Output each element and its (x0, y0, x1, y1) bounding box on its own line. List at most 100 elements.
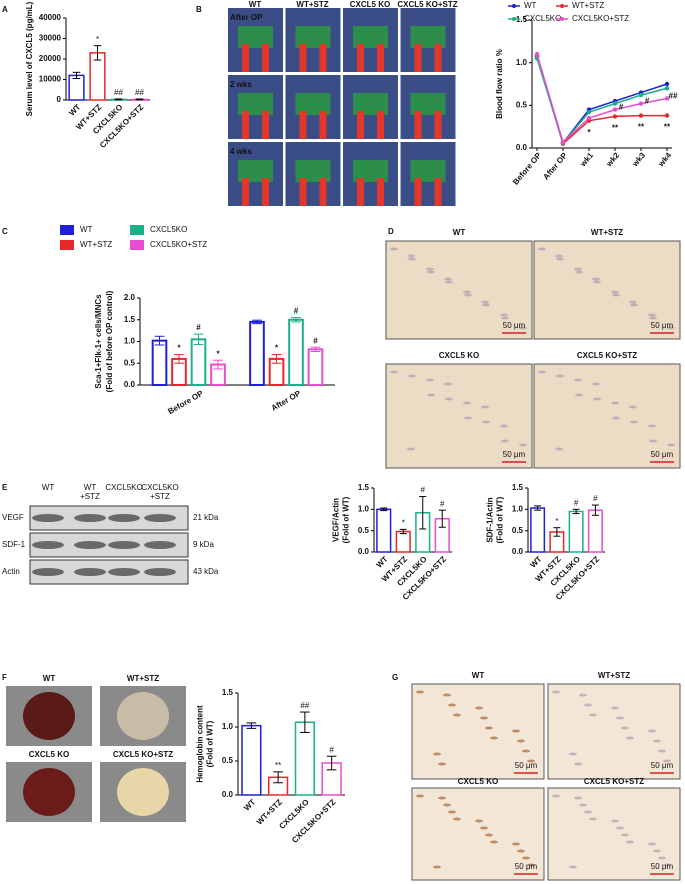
cell (612, 293, 620, 297)
cell (555, 254, 563, 258)
image-column-label: WT+STZ (296, 0, 328, 9)
bar (288, 318, 304, 386)
y-tick-label: 1.0 (222, 722, 234, 731)
photo-label: CXCL5 KO (29, 750, 69, 759)
cell (427, 270, 435, 274)
cell (464, 416, 472, 420)
perfusion-leg (319, 44, 327, 72)
x-tick-label: wk4 (656, 150, 674, 169)
protein-label: Actin (2, 567, 20, 576)
error-bar (572, 508, 580, 515)
panel-letter: A (2, 5, 8, 14)
y-tick-label: 0.5 (358, 526, 370, 535)
cell (574, 796, 582, 800)
photo-label: WT+STZ (127, 674, 159, 683)
scale-bar-label: 50 μm (503, 321, 526, 330)
scale-bar-label: 50 μm (515, 761, 538, 770)
y-axis-label: (Fold of before OP control) (105, 290, 114, 392)
cell (443, 803, 451, 807)
panel-letter: E (2, 483, 8, 492)
cell (453, 713, 461, 717)
lane-label: CXCL5KO (105, 483, 142, 492)
x-tick-label: WT (374, 554, 389, 569)
y-axis-label: (Fold of WT) (496, 496, 505, 543)
legend-label: CXCL5KO (524, 14, 561, 23)
cell (463, 290, 471, 294)
legend-marker (560, 17, 564, 21)
perfusion-leg (357, 111, 364, 139)
y-tick-label: 10000 (39, 75, 62, 84)
cell (500, 313, 508, 317)
scale-bar-label: 50 μm (651, 761, 674, 770)
perfusion-leg (377, 178, 384, 206)
significance: ** (664, 123, 671, 132)
cell (501, 316, 509, 320)
muscle-specimen (117, 768, 169, 816)
significance: # (440, 499, 445, 508)
cell (485, 726, 493, 730)
perfusion-body (410, 26, 446, 48)
x-tick-label: After OP (270, 388, 303, 412)
legend-label: WT (524, 1, 537, 10)
blot-band (108, 568, 140, 576)
micrograph (547, 787, 681, 881)
cell (427, 393, 435, 397)
cell (407, 447, 415, 451)
blot-band (144, 541, 176, 549)
error-bar (399, 528, 407, 535)
size-label: 9 kDa (193, 540, 214, 549)
legend-label: WT+STZ (80, 240, 112, 249)
cell (667, 326, 675, 330)
y-tick-label: 2.0 (124, 293, 136, 302)
cell (621, 726, 629, 730)
significance: ## (300, 701, 309, 710)
image-label: CXCL5 KO (439, 351, 479, 360)
perfusion-leg (357, 44, 364, 72)
significance: # (421, 486, 426, 495)
bar (307, 348, 324, 386)
significance: # (645, 97, 650, 106)
bar (568, 510, 584, 553)
blot-band (144, 514, 176, 522)
point (586, 115, 592, 121)
cell (408, 257, 416, 261)
cell (519, 326, 527, 330)
blot-band (32, 514, 64, 522)
cell (522, 749, 530, 753)
cell (444, 382, 452, 386)
panel-letter: C (2, 227, 8, 236)
cell (658, 749, 666, 753)
cell (592, 277, 600, 281)
micrograph (411, 787, 545, 881)
y-tick-label: 0.0 (512, 547, 524, 556)
y-tick-label: 1.0 (358, 504, 370, 513)
legend-label: WT (80, 225, 93, 234)
error-bar (114, 98, 123, 101)
perfusion-leg (242, 178, 249, 206)
cell (556, 374, 564, 378)
muscle-specimen (23, 692, 75, 740)
lane-label: WT (42, 483, 55, 492)
panel-letter: D (388, 227, 394, 236)
legend-label: CXCL5KO+STZ (150, 240, 207, 249)
scale-bar-label: 50 μm (651, 862, 674, 871)
legend-swatch (60, 240, 74, 250)
bar (294, 721, 315, 796)
significance: * (587, 128, 591, 137)
cell (512, 729, 520, 733)
y-tick-label: 0 (57, 95, 62, 104)
y-tick-label: 1.5 (512, 483, 524, 492)
cell (407, 254, 415, 258)
y-axis-label: VEGF/Actin (332, 498, 341, 542)
x-tick-label: wk1 (578, 150, 596, 169)
blot-band (74, 541, 106, 549)
perfusion-body (353, 93, 388, 115)
point (664, 113, 670, 118)
y-axis-label: Serum level of CXCL5 (pg/mL) (25, 1, 34, 116)
image-row-label: After OP (230, 13, 263, 22)
bar (151, 339, 168, 387)
cell (648, 729, 656, 733)
perfusion-leg (262, 44, 269, 72)
cell (522, 856, 530, 860)
bar (395, 530, 411, 553)
